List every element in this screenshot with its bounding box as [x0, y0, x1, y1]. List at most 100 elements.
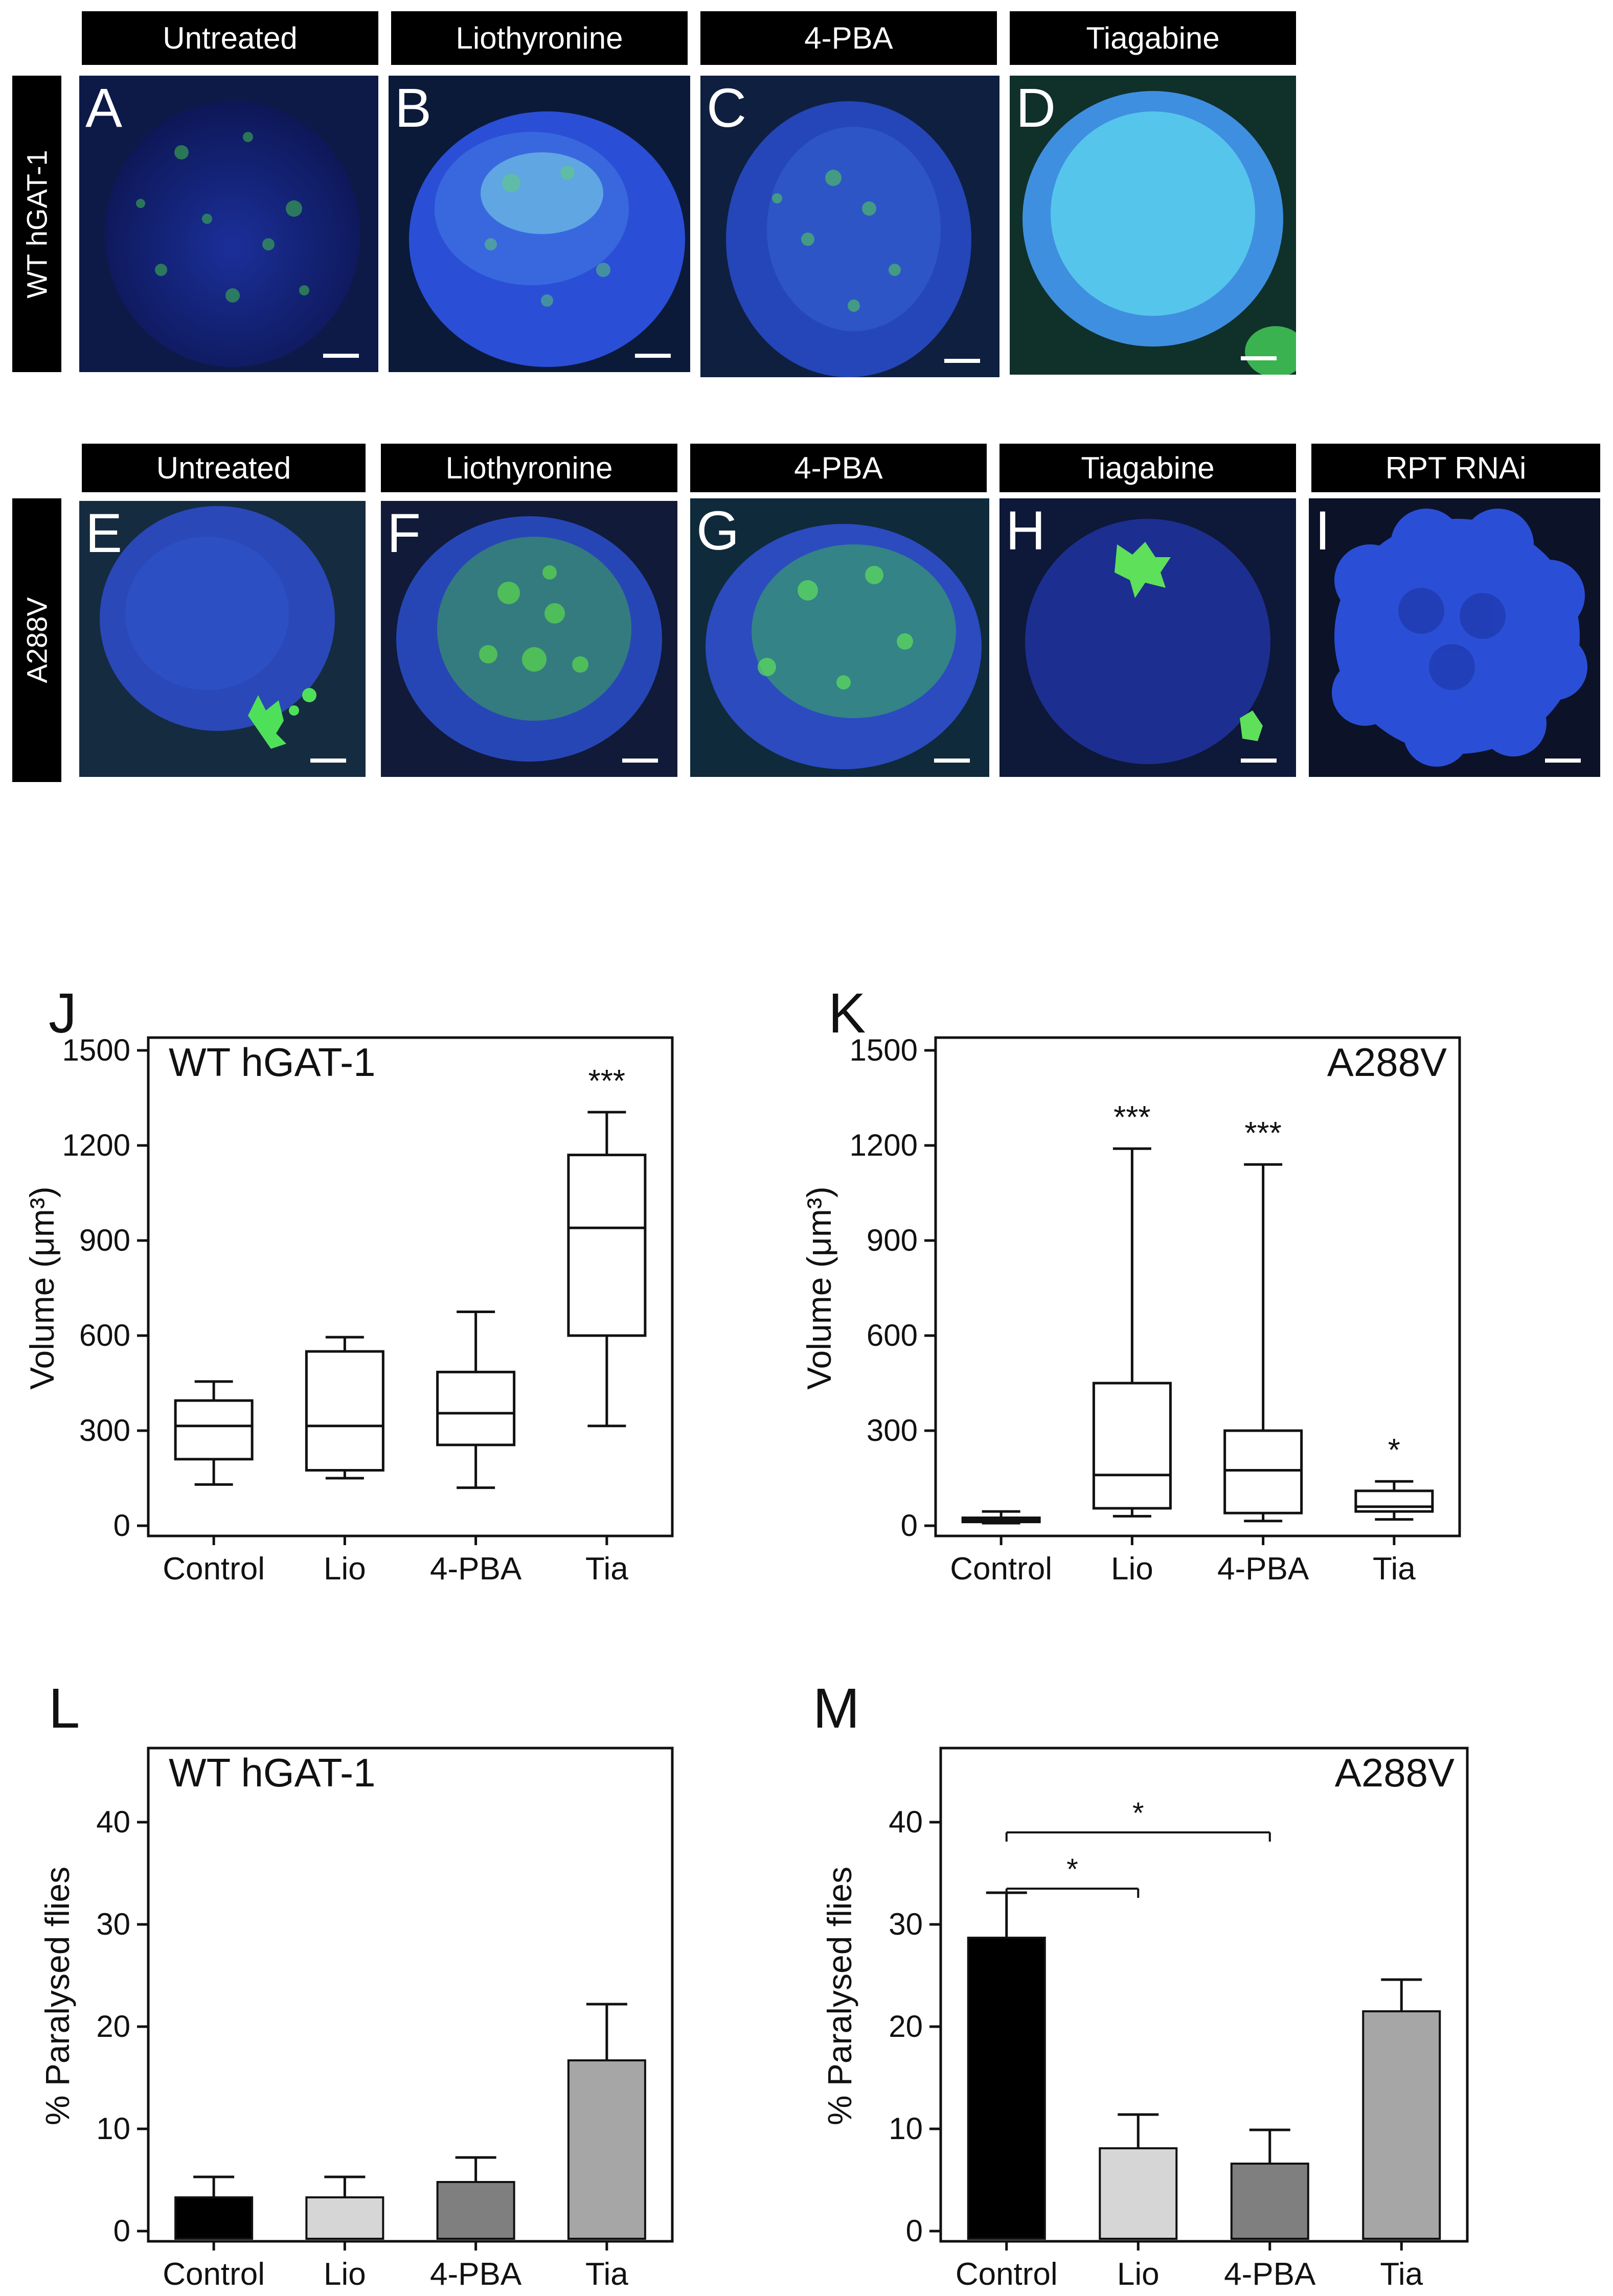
- plot-frame: [147, 1747, 674, 2243]
- y-axis-label: Volume (μm³): [23, 1186, 61, 1389]
- panel-letter: G: [696, 499, 740, 561]
- significance-label: ***: [1114, 1100, 1150, 1135]
- box-iqr: [567, 1154, 647, 1337]
- box-iqr: [1354, 1489, 1434, 1513]
- row-label-wt: WT hGAT-1: [12, 76, 61, 372]
- x-tick-label: 4-PBA: [1217, 1551, 1309, 1587]
- panel-letter: E: [85, 502, 123, 564]
- panel-letter: J: [49, 982, 77, 1045]
- plot-frame: [939, 1747, 1469, 2243]
- x-tick-label: Tia: [585, 1551, 628, 1587]
- panel-letter: H: [1006, 499, 1046, 561]
- bar: [436, 2181, 515, 2240]
- x-tick-label: Tia: [1373, 1551, 1416, 1587]
- scale-bar: [622, 759, 658, 763]
- y-tick-label: 10: [96, 2111, 130, 2146]
- micrograph-image: [700, 76, 999, 377]
- bar: [174, 2196, 254, 2240]
- panel-heading: Tiagabine: [999, 444, 1296, 492]
- chart-title: A288V: [1327, 1040, 1447, 1085]
- box-iqr: [1092, 1382, 1172, 1510]
- bar: [1362, 2010, 1441, 2240]
- panel-letter: C: [707, 77, 746, 139]
- y-tick-label: 40: [96, 1805, 130, 1839]
- panel-heading: Untreated: [82, 444, 366, 492]
- y-tick-label: 20: [96, 2009, 130, 2044]
- chart-m: M A288V 0 10 20 30 40 % Paralysed flies Control L…: [813, 1677, 1469, 2292]
- micrograph-image: [381, 501, 677, 777]
- panel-letter: L: [49, 1677, 80, 1740]
- x-tick-label: Lio: [1117, 2257, 1160, 2292]
- panel-heading: RPT RNAi: [1311, 444, 1600, 492]
- y-tick-label: 20: [889, 2009, 923, 2044]
- bar: [1230, 2163, 1309, 2240]
- y-tick-label: 0: [906, 2214, 923, 2248]
- x-tick-label: Control: [163, 1551, 265, 1587]
- micrograph-image: [1010, 76, 1296, 375]
- micrograph-panel-h: H: [999, 498, 1296, 777]
- panel-letter: F: [387, 502, 421, 564]
- x-tick-label: Lio: [324, 1551, 366, 1587]
- panel-heading: Tiagabine: [1010, 11, 1296, 65]
- chart-j: J WT hGAT-1 0 300 600 900 1200 1500 Volume (μm³)…: [23, 982, 674, 1587]
- y-tick-label: 600: [79, 1318, 130, 1352]
- y-tick-label: 0: [901, 1508, 918, 1543]
- bar: [567, 2059, 646, 2240]
- chart-k: K A288V 0 300 600 900 1200 1500 Volume (μm³) Cont…: [800, 982, 1461, 1587]
- x-tick-label: Lio: [1111, 1551, 1153, 1587]
- panel-heading: 4-PBA: [700, 11, 997, 65]
- panel-heading: 4-PBA: [690, 444, 987, 492]
- y-tick-label: 40: [889, 1805, 923, 1839]
- y-tick-label: 900: [867, 1223, 918, 1257]
- scale-bar: [1545, 759, 1581, 763]
- micrograph-image: [79, 501, 366, 777]
- micrograph-image: [999, 498, 1296, 777]
- y-axis-label: % Paralysed flies: [38, 1867, 76, 2125]
- panel-letter: M: [813, 1677, 860, 1740]
- panel-letter: B: [395, 77, 432, 139]
- plot-frame: [934, 1036, 1461, 1537]
- micrograph-panel-b: B: [389, 76, 690, 372]
- x-tick-label: Control: [163, 2257, 265, 2292]
- x-tick-label: Control: [950, 1551, 1052, 1587]
- box-iqr: [1223, 1429, 1303, 1514]
- bar: [1099, 2147, 1178, 2240]
- x-tick-label: Tia: [1380, 2257, 1423, 2292]
- plot-frame: [147, 1036, 674, 1537]
- y-tick-label: 30: [889, 1907, 923, 1941]
- y-tick-label: 0: [113, 1508, 130, 1543]
- scale-bar: [1241, 356, 1277, 360]
- comparison-label: *: [1132, 1797, 1144, 1830]
- x-tick-label: Lio: [324, 2257, 366, 2292]
- scale-bar: [310, 759, 346, 763]
- chart-l: L WT hGAT-1 0 10 20 30 40 % Paralysed flies Cont…: [38, 1677, 674, 2292]
- y-tick-label: 1500: [850, 1033, 918, 1067]
- micrograph-panel-c: C: [700, 76, 999, 377]
- y-tick-label: 600: [867, 1318, 918, 1352]
- significance-label: ***: [1244, 1116, 1281, 1151]
- panel-letter: A: [85, 77, 123, 139]
- y-tick-label: 300: [867, 1413, 918, 1448]
- panel-letter: I: [1315, 499, 1331, 561]
- chart-title: WT hGAT-1: [169, 1040, 376, 1085]
- scale-bar: [944, 359, 980, 363]
- micrograph-panel-d: D: [1010, 76, 1296, 375]
- row-label-mutant: A288V: [12, 498, 61, 782]
- y-tick-label: 1200: [850, 1128, 918, 1162]
- micrograph-panel-i: I: [1309, 498, 1600, 777]
- chart-title: A288V: [1335, 1750, 1455, 1795]
- chart-title: WT hGAT-1: [169, 1750, 376, 1795]
- scale-bar: [635, 354, 671, 358]
- micrograph-image: [79, 76, 378, 372]
- micrograph-panel-f: F: [381, 501, 677, 777]
- micrograph-panel-e: E: [79, 501, 366, 777]
- micrograph-image: [690, 498, 989, 777]
- scale-bar: [1241, 759, 1277, 763]
- scale-bar: [323, 354, 359, 358]
- micrograph-image: [389, 76, 690, 372]
- box-iqr: [305, 1350, 384, 1472]
- significance-label: ***: [588, 1064, 625, 1099]
- panel-heading: Untreated: [82, 11, 378, 65]
- y-tick-label: 300: [79, 1413, 130, 1448]
